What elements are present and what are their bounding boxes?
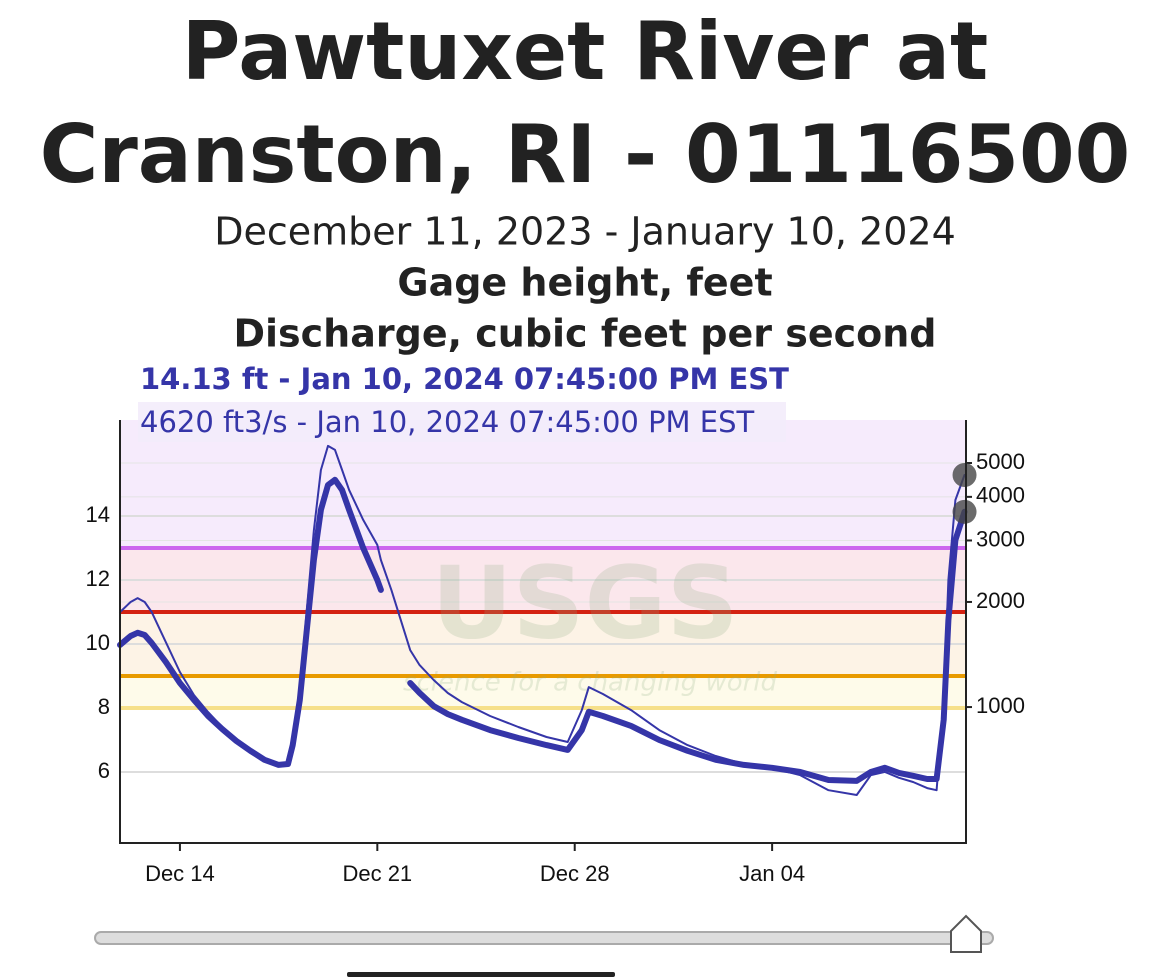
tooltip-background [138,402,786,442]
y-tick-label: 6 [98,758,110,783]
data-line [119,444,966,796]
x-tick-label: Dec 28 [540,861,610,886]
x-tick-label: Jan 04 [739,861,805,886]
y-tick-label: 10 [86,630,110,655]
hover-point [952,463,977,488]
x-tick-label: Dec 14 [145,861,215,886]
chart-subtitle: December 11, 2023 - January 10, 2024 [214,210,956,254]
y2-tick-label: 5000 [976,449,1025,474]
y2-tick-label: 1000 [976,693,1025,718]
chart-title: Pawtuxet River at [182,5,988,98]
axis-title: Gage height, feet [397,261,772,305]
axis-frame [119,420,967,844]
y-tick-label: 12 [86,566,110,591]
scrollbar [347,972,615,977]
tooltip-label: 4620 ft3/s - Jan 10, 2024 07:45:00 PM ES… [140,405,755,439]
range-slider[interactable] [94,931,994,945]
slider-handle[interactable] [950,914,982,953]
tooltip-label: 14.13 ft - Jan 10, 2024 07:45:00 PM EST [140,362,789,396]
watermark: USGS [431,544,738,661]
y2-tick-label: 2000 [976,588,1025,613]
y2-tick-label: 3000 [976,526,1025,551]
plot-area: 6 8 10 12 14 1000 2000 3000 4000 5000 USGS science … [86,420,1025,886]
y-tick-label: 8 [98,694,110,719]
hover-point [952,499,977,524]
axis-title: Discharge, cubic feet per second [233,312,936,356]
y-tick-label: 14 [86,502,110,527]
chart-title: Cranston, RI - 01116500 [40,108,1131,201]
threshold-band [120,675,966,708]
watermark-tagline: science for a changing world [403,668,778,698]
y2-tick-label: 4000 [976,483,1025,508]
x-tick-label: Dec 21 [342,861,412,886]
